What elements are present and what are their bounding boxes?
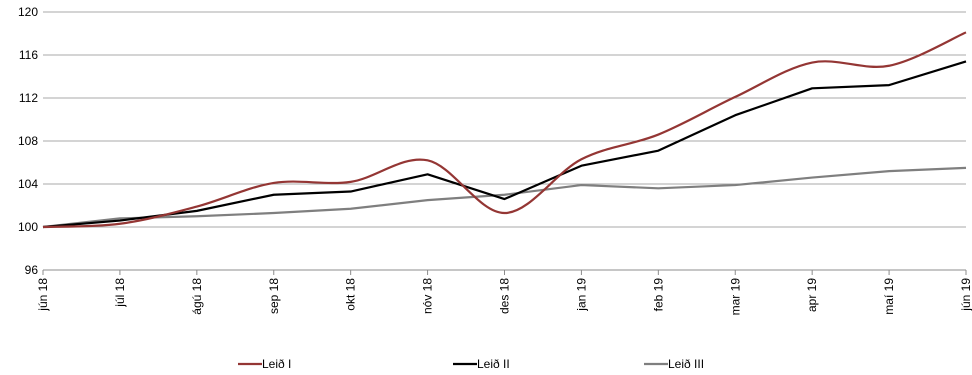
x-tick-label: feb 19 [651, 278, 665, 312]
legend-label-1: Leið I [262, 357, 291, 371]
x-tick-label: jún 18 [36, 278, 50, 312]
x-tick-label: júl 18 [113, 278, 127, 308]
x-tick-label: mar 19 [728, 278, 742, 316]
x-tick-label: okt 18 [344, 278, 358, 311]
y-tick-label: 120 [18, 5, 38, 19]
series-line-3 [42, 166, 967, 229]
x-tick-label: apr 19 [805, 278, 819, 312]
y-tick-label: 96 [25, 263, 39, 277]
legend: Leið I Leið II Leið III [238, 357, 704, 371]
series-line-2 [42, 60, 967, 229]
x-tick-label: nóv 18 [421, 278, 435, 314]
y-tick-label: 112 [19, 91, 38, 105]
legend-label-2: Leið II [477, 357, 510, 371]
gridlines [43, 11, 966, 228]
legend-label-3: Leið III [668, 357, 704, 371]
series-lines [42, 31, 967, 229]
x-tick-label: sep 18 [267, 278, 281, 314]
x-tick-label: jún 19 [959, 278, 972, 312]
x-tick-label: jan 19 [574, 278, 588, 312]
series-line-1 [42, 31, 967, 229]
axes [42, 269, 967, 275]
x-tick-label: des 18 [498, 278, 512, 314]
x-tick-label: ágú 18 [190, 278, 204, 315]
y-tick-label: 108 [18, 134, 38, 148]
y-tick-label: 104 [18, 177, 38, 191]
y-tick-label: 100 [18, 220, 38, 234]
x-tick-label: maí 19 [882, 278, 896, 315]
tick-labels: 96 100 104 108 112 116 120 jún 18 júl 18 ágú 18 se… [18, 5, 972, 315]
y-tick-label: 116 [19, 48, 38, 62]
